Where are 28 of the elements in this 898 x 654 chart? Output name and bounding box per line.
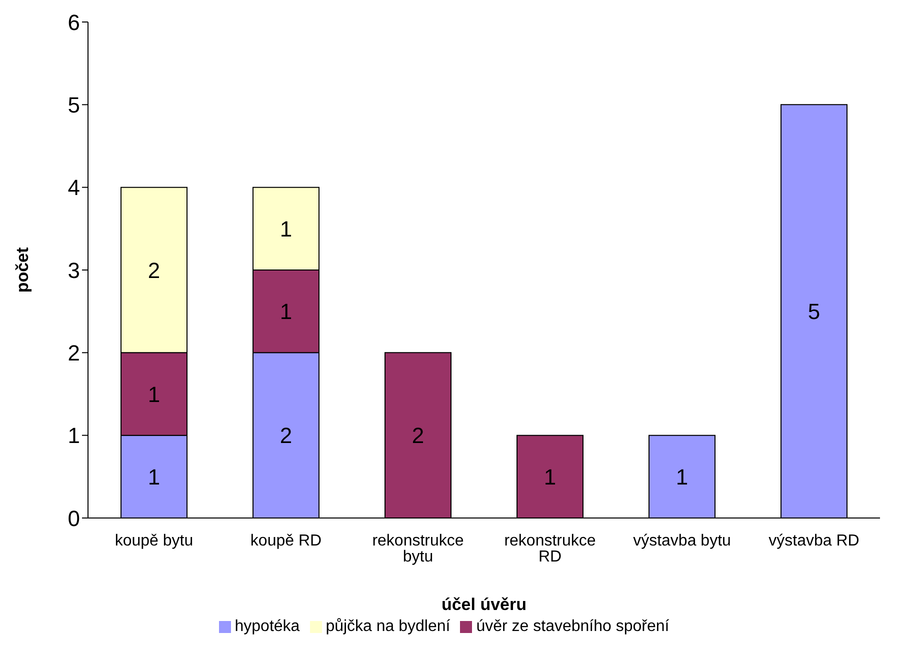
y-tick-label: 1 — [68, 423, 80, 448]
data-label: 1 — [280, 299, 292, 324]
data-label: 1 — [280, 216, 292, 242]
x-tick-label: rekonstrukce bytu — [372, 532, 464, 566]
data-label: 1 — [148, 464, 160, 490]
data-label: 5 — [808, 299, 820, 324]
legend-label: hypotéka — [234, 618, 300, 635]
y-axis-title: počet — [13, 246, 32, 293]
y-tick-label: 0 — [68, 506, 80, 531]
x-axis-title: účel úvěru — [441, 595, 527, 614]
y-tick-label: 6 — [68, 10, 80, 35]
legend-label: úvěr ze stavebního spoření — [476, 618, 670, 635]
y-tick-label: 3 — [68, 258, 80, 283]
y-tick-label: 4 — [68, 175, 80, 200]
x-tick-label: výstavba bytu — [633, 532, 731, 550]
x-tick-label: koupě RD — [250, 532, 322, 550]
y-tick-label: 2 — [68, 340, 80, 366]
data-label: 1 — [676, 464, 688, 490]
data-label: 2 — [280, 423, 292, 448]
y-tick-label: 5 — [68, 92, 80, 118]
data-label: 2 — [412, 423, 424, 448]
data-label: 2 — [148, 258, 160, 283]
x-tick-label: rekonstrukce RD — [504, 532, 596, 566]
x-tick-label: koupě bytu — [114, 532, 194, 550]
data-label: 1 — [544, 464, 556, 490]
data-label: 1 — [148, 382, 160, 407]
x-tick-label: výstavba RD — [768, 532, 860, 550]
legend-label: půjčka na bydlení — [326, 618, 450, 635]
